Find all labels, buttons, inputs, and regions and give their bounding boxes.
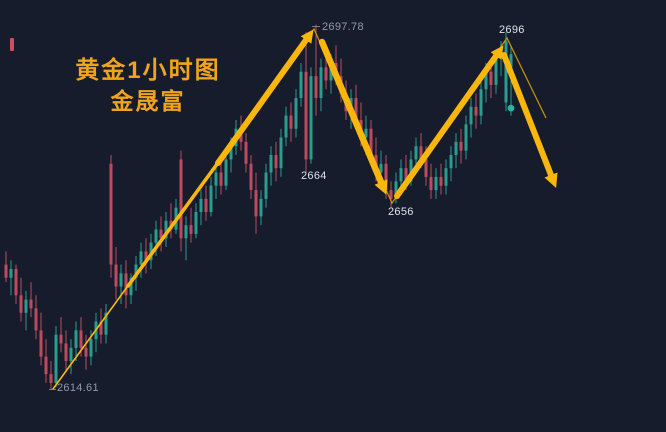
decline-arrow-1-head — [374, 179, 388, 195]
rally-arrow-1 — [215, 37, 309, 166]
candle — [504, 32, 508, 112]
candle — [169, 203, 173, 239]
candle — [459, 128, 463, 164]
candle — [149, 233, 153, 269]
candle — [159, 216, 163, 252]
candle — [74, 321, 78, 361]
low-marker-dashes — [49, 389, 56, 390]
candle — [9, 260, 13, 296]
candle — [294, 89, 298, 138]
rally-arrow-2-head — [490, 45, 504, 60]
candle — [314, 24, 318, 116]
last-price-dot — [507, 104, 515, 112]
candle — [289, 102, 293, 142]
candle — [474, 93, 478, 129]
candle — [209, 176, 213, 217]
candle — [274, 141, 278, 182]
candle — [54, 325, 58, 388]
candle — [449, 146, 453, 182]
candle — [469, 98, 473, 138]
candle — [454, 133, 458, 169]
rally-arrow-2 — [394, 53, 499, 199]
candle — [69, 339, 73, 375]
candle — [34, 295, 38, 340]
candle — [84, 334, 88, 370]
candle — [434, 168, 438, 199]
candle — [264, 163, 268, 208]
projection-arrow-down — [501, 52, 554, 178]
candle — [224, 150, 228, 191]
candle — [389, 181, 393, 208]
candle — [109, 155, 113, 278]
candle — [4, 251, 8, 283]
candle — [114, 247, 118, 300]
candle — [184, 216, 188, 261]
candle — [39, 312, 43, 366]
candle — [444, 159, 448, 195]
candle — [479, 80, 483, 125]
candle — [129, 273, 133, 305]
candle — [204, 185, 208, 221]
candle — [99, 308, 103, 344]
candle — [44, 339, 48, 383]
candle — [219, 159, 223, 195]
candle — [199, 190, 203, 226]
candle — [279, 128, 283, 177]
candle — [299, 62, 303, 107]
projection-arrow-down-head — [544, 172, 558, 189]
candle — [29, 282, 33, 318]
candle — [189, 207, 193, 243]
candle — [244, 133, 248, 173]
trend-arrows — [52, 29, 558, 390]
candle — [269, 146, 273, 186]
candlestick-series — [4, 24, 513, 389]
rally-arrow-1-head — [300, 29, 314, 44]
candle — [464, 115, 468, 160]
rally-arrow-1 — [126, 158, 222, 288]
rally-arrow-1 — [52, 282, 131, 390]
candle — [179, 150, 183, 252]
decline-arrow-1 — [318, 38, 385, 186]
candle — [319, 58, 323, 112]
candle — [254, 172, 258, 234]
red-tick-mark — [10, 38, 14, 51]
candle — [119, 264, 123, 305]
last-price-dot-circle — [507, 104, 515, 112]
candle — [49, 360, 53, 389]
candle — [259, 190, 263, 226]
candle — [439, 163, 443, 195]
candle — [24, 290, 28, 331]
candle — [59, 317, 63, 353]
candle — [14, 264, 18, 305]
candle — [124, 260, 128, 309]
candle — [309, 67, 313, 164]
candle — [139, 242, 143, 278]
candle — [104, 304, 108, 344]
candle — [284, 106, 288, 147]
candle — [19, 277, 23, 322]
candle — [64, 330, 68, 370]
candle — [429, 163, 433, 199]
candle — [304, 32, 308, 173]
candle — [164, 211, 168, 248]
high-marker-dashes — [312, 26, 320, 27]
candle — [144, 238, 148, 274]
candle — [194, 203, 198, 239]
candle — [249, 155, 253, 199]
candle — [214, 163, 218, 199]
